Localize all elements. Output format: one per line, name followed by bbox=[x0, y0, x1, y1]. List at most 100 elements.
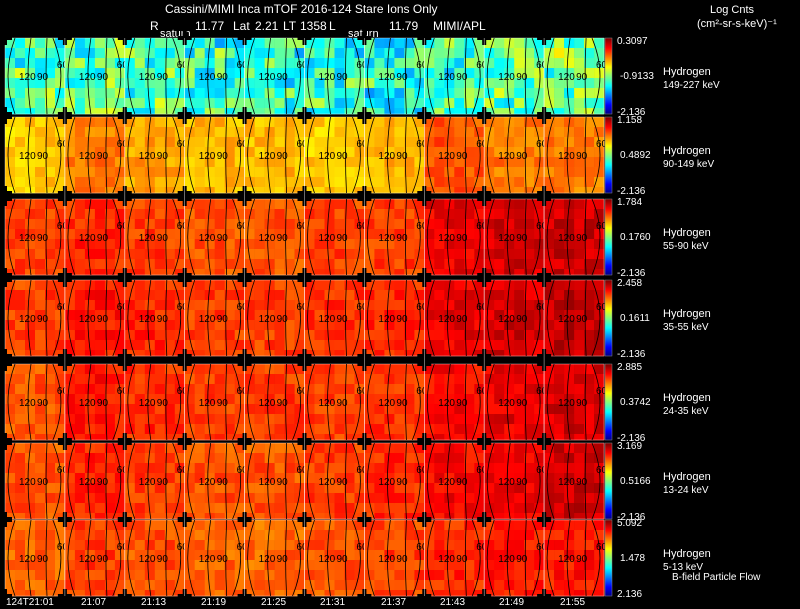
angle-label: 90 bbox=[576, 554, 588, 565]
angle-label: 60 bbox=[416, 139, 428, 150]
angle-label: 120 bbox=[438, 398, 455, 409]
angle-label: 120 bbox=[438, 233, 455, 244]
plus-marker bbox=[3, 349, 7, 363]
angle-label: 90 bbox=[337, 477, 349, 488]
angle-label: 60 bbox=[536, 60, 548, 71]
angle-label: 120 bbox=[79, 398, 96, 409]
angle-label: 60 bbox=[117, 542, 129, 553]
species-label: Hydrogen bbox=[663, 308, 711, 320]
angle-label: 60 bbox=[536, 139, 548, 150]
angle-label: 60 bbox=[117, 221, 129, 232]
energy-label: 13-24 keV bbox=[663, 485, 709, 496]
angle-label: 60 bbox=[356, 542, 368, 553]
angle-label: 60 bbox=[177, 465, 189, 476]
angle-label: 120 bbox=[19, 151, 36, 162]
heatmap-cell: 120 90 60 bbox=[117, 513, 188, 603]
angle-label: 120 bbox=[319, 554, 336, 565]
angle-label: 90 bbox=[396, 554, 408, 565]
colorbar-max: 1.158 bbox=[617, 115, 643, 126]
angle-label: 60 bbox=[356, 60, 368, 71]
colorbar bbox=[604, 198, 613, 276]
angle-label: 90 bbox=[277, 554, 289, 565]
heatmap-cell: 120 90 60 bbox=[297, 357, 368, 447]
colorbar-min: -2.136 bbox=[617, 107, 646, 118]
angle-label: 120 bbox=[378, 314, 395, 325]
angle-label: 90 bbox=[97, 554, 109, 565]
angle-label: 90 bbox=[157, 477, 169, 488]
angle-label: 60 bbox=[536, 221, 548, 232]
heatmap-cell: 120 90 60 bbox=[57, 110, 128, 200]
angle-label: 120 bbox=[319, 151, 336, 162]
heatmap-cell: 120 90 60 bbox=[177, 436, 248, 526]
energy-label: 5-13 keV bbox=[663, 562, 704, 573]
colorbar-mid: 0.1760 bbox=[620, 232, 651, 243]
angle-label: 120 bbox=[19, 233, 36, 244]
angle-label: 90 bbox=[456, 398, 468, 409]
angle-label: 90 bbox=[516, 314, 528, 325]
heatmap-cell: 120 90 60 bbox=[357, 31, 428, 121]
angle-label: 90 bbox=[516, 151, 528, 162]
colorbar-max: 5.092 bbox=[617, 518, 643, 529]
credit-label: MIMI/APL bbox=[433, 19, 486, 33]
angle-label: 120 bbox=[498, 477, 515, 488]
angle-label: 90 bbox=[97, 151, 109, 162]
colorbar-min: -2.136 bbox=[617, 349, 646, 360]
energy-label: 149-227 keV bbox=[663, 80, 720, 91]
angle-label: 90 bbox=[157, 554, 169, 565]
units-title: Log Cnts bbox=[710, 4, 755, 16]
heatmap-cell: 120 90 60 bbox=[297, 273, 368, 363]
colorbar-mid: 0.1611 bbox=[620, 313, 650, 324]
time-tick: 21:25 bbox=[261, 597, 287, 608]
heatmap-cell: 120 90 60 bbox=[177, 357, 248, 447]
angle-label: 60 bbox=[57, 542, 69, 553]
plus-marker bbox=[3, 357, 7, 371]
angle-label: 120 bbox=[79, 151, 96, 162]
angle-label: 90 bbox=[396, 233, 408, 244]
species-label: Hydrogen bbox=[663, 471, 711, 483]
angle-label: 120 bbox=[378, 398, 395, 409]
colorbar bbox=[604, 116, 613, 194]
angle-label: 120 bbox=[19, 314, 36, 325]
angle-label: 90 bbox=[37, 233, 49, 244]
angle-label: 60 bbox=[416, 60, 428, 71]
angle-label: 60 bbox=[596, 302, 608, 313]
angle-label: 60 bbox=[297, 302, 309, 313]
angle-label: 90 bbox=[217, 398, 229, 409]
heatmap-cell: 120 90 60 bbox=[417, 513, 488, 603]
heatmap-cell: 120 90 60 bbox=[117, 273, 188, 363]
angle-label: 60 bbox=[177, 386, 189, 397]
angle-label: 90 bbox=[217, 554, 229, 565]
angle-label: 120 bbox=[199, 151, 216, 162]
colorbar-max: 2.458 bbox=[617, 278, 643, 289]
lat-value: 2.21 bbox=[255, 19, 279, 33]
angle-label: 90 bbox=[277, 72, 289, 83]
heatmap-cell: 120 90 60 bbox=[237, 31, 309, 121]
heatmap-cell: 120 90 60 bbox=[297, 436, 368, 526]
angle-label: 120 bbox=[558, 477, 575, 488]
plus-marker bbox=[3, 110, 7, 124]
angle-label: 90 bbox=[576, 151, 588, 162]
heatmap-cell: 120 90 60 bbox=[177, 273, 249, 363]
angle-label: 120 bbox=[259, 233, 276, 244]
time-tick: 21:13 bbox=[141, 597, 167, 608]
angle-label: 60 bbox=[117, 465, 129, 476]
angle-label: 90 bbox=[97, 233, 109, 244]
angle-label: 90 bbox=[516, 233, 528, 244]
angle-label: 60 bbox=[297, 60, 309, 71]
angle-label: 60 bbox=[117, 60, 129, 71]
angle-label: 90 bbox=[337, 314, 349, 325]
angle-label: 120 bbox=[139, 477, 156, 488]
angle-label: 90 bbox=[217, 477, 229, 488]
angle-label: 120 bbox=[259, 398, 276, 409]
heatmap-cell: 120 90 60 bbox=[477, 357, 548, 447]
heatmap-cell: 120 90 60 bbox=[297, 192, 368, 282]
heatmap-cell: 120 90 60 bbox=[177, 513, 248, 603]
angle-label: 60 bbox=[596, 542, 608, 553]
angle-label: 90 bbox=[37, 554, 49, 565]
angle-label: 90 bbox=[277, 151, 289, 162]
species-label: Hydrogen bbox=[663, 145, 711, 157]
angle-label: 60 bbox=[237, 302, 249, 313]
angle-label: 90 bbox=[37, 72, 49, 83]
angle-label: 90 bbox=[337, 151, 349, 162]
angle-label: 60 bbox=[536, 386, 548, 397]
